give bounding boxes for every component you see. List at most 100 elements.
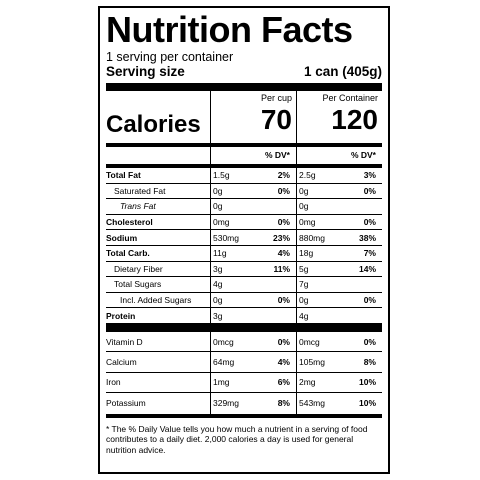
nutrient-row: Saturated Fat 0g 0% 0g 0% (106, 183, 382, 200)
nutrient-per-cup-amount: 3g (213, 263, 223, 274)
nutrient-per-cup-dv: 4% (277, 248, 290, 259)
nutrient-per-container-cell: 0g (296, 199, 382, 214)
nutrient-name: Protein (106, 310, 136, 321)
vitamin-table: Vitamin D 0mcg 0% 0mcg 0% Calcium 64mg 4% 105mg 8… (106, 331, 382, 414)
nutrient-name: Saturated Fat (114, 185, 166, 196)
nutrient-per-cup-cell: 1.5g 2% (210, 168, 296, 183)
vitamin-name: Vitamin D (106, 336, 143, 347)
divider-thick (106, 323, 382, 332)
per-cup-header: Per cup (260, 93, 292, 103)
nutrient-per-cup-amount: 3g (213, 310, 223, 321)
serving-size-row: Serving size 1 can (405g) (106, 64, 382, 80)
nutrient-per-cup-cell: 11g 4% (210, 245, 296, 261)
calories-per-container: 120 (331, 104, 378, 135)
nutrient-per-container-cell: 0mg 0% (296, 214, 382, 230)
calories-label: Calories (106, 111, 201, 138)
nutrient-per-container-cell: 0g 0% (296, 183, 382, 199)
nutrition-facts-label: Nutrition Facts 1 serving per container … (98, 6, 390, 474)
nutrient-per-container-amount: 0g (299, 185, 309, 196)
divider-medium (106, 413, 382, 418)
nutrient-row: Total Carb. 11g 4% 18g 7% (106, 245, 382, 262)
divider-medium (106, 143, 382, 147)
nutrient-per-container-cell: 0g 0% (296, 292, 382, 308)
dv-header-row: % DV* % DV* (106, 147, 382, 164)
vitamin-row: Calcium 64mg 4% 105mg 8% (106, 352, 382, 373)
vitamin-per-container-dv: 10% (358, 398, 376, 409)
nutrient-name: Sodium (106, 232, 138, 243)
vitamin-per-container-amount: 105mg (299, 357, 325, 368)
nutrient-name: Total Carb. (106, 248, 150, 259)
nutrient-row: Total Fat 1.5g 2% 2.5g 3% (106, 168, 382, 184)
dv-header-cup: % DV* (210, 147, 296, 164)
nutrient-per-cup-cell: 4g (210, 277, 296, 292)
nutrient-per-cup-cell: 3g (210, 308, 296, 323)
per-container-header: Per Container (322, 93, 378, 103)
calories-row: Calories Per cup 70 Per Container 120 (106, 91, 382, 143)
label-title: Nutrition Facts (106, 9, 353, 50)
nutrient-per-cup-dv: 23% (272, 232, 290, 243)
footnote: * The % Daily Value tells you how much a… (106, 423, 368, 455)
nutrient-per-cup-dv: 0% (277, 185, 290, 196)
nutrient-per-cup-cell: 0mg 0% (210, 214, 296, 230)
vitamin-per-container-dv: 0% (363, 336, 376, 347)
vitamin-per-container-cell: 0mcg 0% (296, 331, 382, 352)
vitamin-per-container-amount: 2mg (299, 377, 316, 388)
nutrient-row: Cholesterol 0mg 0% 0mg 0% (106, 214, 382, 231)
serving-size-value: 1 can (405g) (303, 64, 382, 79)
vitamin-per-cup-cell: 64mg 4% (210, 352, 296, 372)
nutrient-per-container-dv: 0% (363, 217, 376, 228)
vitamin-row: Potassium 329mg 8% 543mg 10% (106, 393, 382, 414)
nutrient-per-cup-amount: 530mg (213, 232, 239, 243)
nutrient-per-container-dv: 38% (358, 232, 376, 243)
vitamin-per-cup-dv: 6% (277, 377, 290, 388)
vitamin-per-container-dv: 10% (358, 377, 376, 388)
nutrient-per-cup-cell: 0g (210, 199, 296, 214)
nutrient-per-cup-dv: 0% (277, 217, 290, 228)
nutrient-per-cup-dv: 2% (277, 170, 290, 181)
vitamin-per-cup-amount: 64mg (213, 357, 235, 368)
nutrient-table: Total Fat 1.5g 2% 2.5g 3% Saturated Fat 0g 0% 0g… (106, 168, 382, 324)
nutrient-per-container-cell: 5g 14% (296, 261, 382, 277)
vitamin-per-container-dv: 8% (363, 357, 376, 368)
nutrient-row: Trans Fat 0g 0g (106, 199, 382, 215)
nutrient-per-container-amount: 5g (299, 263, 309, 274)
vitamin-per-container-amount: 543mg (299, 398, 325, 409)
nutrient-per-cup-cell: 0g 0% (210, 292, 296, 308)
nutrient-row: Dietary Fiber 3g 11% 5g 14% (106, 261, 382, 278)
nutrient-per-container-dv: 0% (363, 185, 376, 196)
vitamin-per-cup-amount: 1mg (213, 377, 230, 388)
nutrient-per-container-cell: 4g (296, 308, 382, 323)
vitamin-per-container-amount: 0mcg (299, 336, 320, 347)
nutrient-per-container-dv: 0% (363, 295, 376, 306)
nutrient-per-container-amount: 7g (299, 279, 309, 290)
nutrient-name: Total Sugars (114, 279, 162, 290)
nutrient-per-container-cell: 7g (296, 277, 382, 292)
vitamin-name: Iron (106, 377, 121, 388)
vitamin-name: Potassium (106, 398, 146, 409)
nutrient-row: Sodium 530mg 23% 880mg 38% (106, 230, 382, 246)
serving-size-label: Serving size (106, 64, 185, 79)
nutrient-per-container-amount: 0g (299, 201, 309, 212)
nutrient-name: Incl. Added Sugars (120, 295, 192, 306)
nutrient-per-container-dv: 7% (363, 248, 376, 259)
nutrient-per-container-dv: 14% (358, 263, 376, 274)
nutrient-name: Trans Fat (120, 201, 156, 212)
vitamin-per-cup-amount: 0mcg (213, 336, 234, 347)
nutrient-per-cup-amount: 0g (213, 185, 223, 196)
nutrient-per-cup-cell: 3g 11% (210, 261, 296, 277)
nutrient-per-container-dv: 3% (363, 170, 376, 181)
nutrient-per-container-amount: 0g (299, 295, 309, 306)
vitamin-per-cup-cell: 329mg 8% (210, 393, 296, 414)
nutrient-name: Total Fat (106, 170, 141, 181)
nutrient-per-container-amount: 2.5g (299, 170, 316, 181)
nutrient-row: Incl. Added Sugars 0g 0% 0g 0% (106, 292, 382, 309)
nutrient-per-cup-amount: 11g (213, 248, 227, 259)
nutrient-per-container-amount: 0mg (299, 217, 316, 228)
nutrient-per-container-amount: 4g (299, 310, 309, 321)
nutrient-per-cup-amount: 1.5g (213, 170, 230, 181)
nutrient-name: Cholesterol (106, 217, 153, 228)
nutrient-name: Dietary Fiber (114, 263, 163, 274)
vitamin-per-cup-cell: 1mg 6% (210, 372, 296, 393)
vitamin-per-cup-cell: 0mcg 0% (210, 331, 296, 352)
vitamin-per-cup-dv: 0% (277, 336, 290, 347)
